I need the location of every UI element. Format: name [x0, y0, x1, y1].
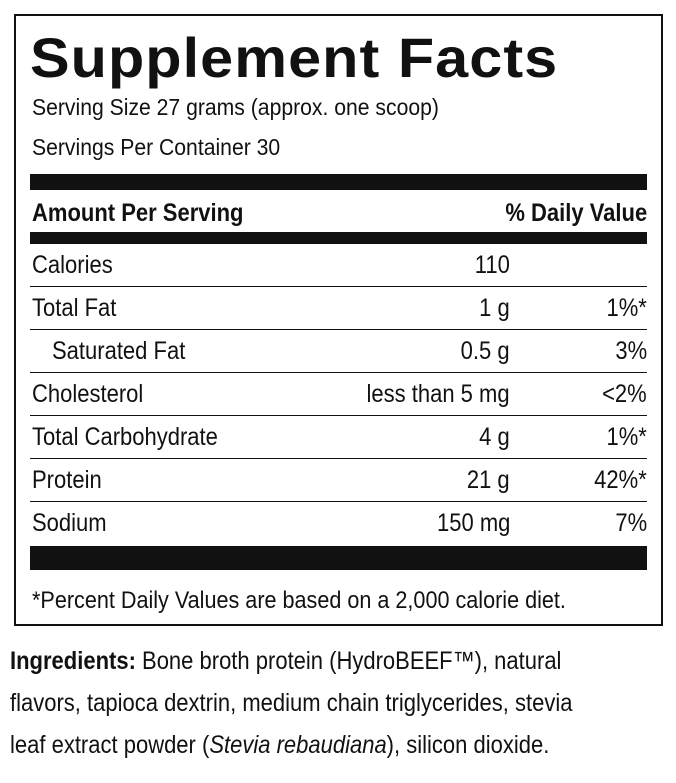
nutrient-amount: 110 — [474, 251, 510, 279]
nutrient-name: Cholesterol — [32, 380, 144, 408]
supplement-facts-panel: Supplement Facts Serving Size 27 grams (… — [14, 14, 663, 626]
nutrient-row-calories: Calories 110 — [30, 244, 647, 287]
nutrient-name: Calories — [32, 251, 113, 279]
nutrient-name: Total Carbohydrate — [32, 423, 218, 451]
nutrient-name: Saturated Fat — [52, 337, 186, 365]
nutrient-daily-value: 7% — [615, 509, 647, 537]
ingredients-text-3a: leaf extract powder ( — [10, 731, 210, 759]
nutrient-row-total-carbohydrate: Total Carbohydrate 4 g 1%* — [30, 416, 647, 459]
ingredients-text-3b: ), silicon dioxide. — [386, 731, 550, 759]
nutrient-daily-value: <2% — [602, 380, 647, 408]
nutrient-row-sodium: Sodium 150 mg 7% — [30, 502, 647, 545]
amount-per-serving-label: Amount Per Serving — [32, 199, 244, 227]
ingredients-botanical-name: Stevia rebaudiana — [209, 731, 387, 759]
nutrient-row-cholesterol: Cholesterol less than 5 mg <2% — [30, 373, 647, 416]
divider-thick-top — [30, 174, 647, 190]
nutrient-name: Sodium — [32, 509, 107, 537]
daily-value-label: % Daily Value — [505, 199, 647, 227]
nutrient-daily-value: 3% — [615, 337, 647, 365]
serving-size: Serving Size 27 grams (approx. one scoop… — [32, 94, 439, 120]
nutrient-row-protein: Protein 21 g 42%* — [30, 459, 647, 502]
nutrient-daily-value: 1%* — [606, 423, 647, 451]
ingredients-text-1: Bone broth protein (HydroBEEF™), natural — [135, 647, 562, 675]
panel-title: Supplement Facts — [30, 26, 559, 89]
ingredients-statement: Ingredients: Bone broth protein (HydroBE… — [10, 640, 644, 766]
amount-header-row: Amount Per Serving % Daily Value — [32, 194, 647, 232]
ingredients-line-3: leaf extract powder (Stevia rebaudiana),… — [10, 724, 644, 766]
nutrient-table: Calories 110 Total Fat 1 g 1%* Saturated… — [30, 244, 647, 545]
nutrient-amount: 150 mg — [436, 509, 510, 537]
ingredients-line-2: flavors, tapioca dextrin, medium chain t… — [10, 689, 573, 717]
nutrient-amount: 1 g — [479, 294, 510, 322]
ingredients-line-1: Ingredients: Bone broth protein (HydroBE… — [10, 640, 644, 682]
nutrient-daily-value: 1%* — [606, 294, 647, 322]
nutrient-row-saturated-fat: Saturated Fat 0.5 g 3% — [30, 330, 647, 373]
ingredients-label: Ingredients: — [10, 647, 136, 675]
nutrient-name: Protein — [32, 466, 102, 494]
nutrient-daily-value: 42%* — [594, 466, 647, 494]
nutrient-row-total-fat: Total Fat 1 g 1%* — [30, 287, 647, 330]
servings-per-container: Servings Per Container 30 — [32, 134, 281, 160]
nutrient-amount: 21 g — [467, 466, 510, 494]
divider-medium — [30, 232, 647, 244]
nutrient-amount: less than 5 mg — [366, 380, 510, 408]
nutrient-name: Total Fat — [32, 294, 117, 322]
divider-thick-bottom — [30, 546, 647, 570]
daily-value-footnote: *Percent Daily Values are based on a 2,0… — [32, 587, 566, 614]
nutrient-amount: 4 g — [479, 423, 510, 451]
nutrient-amount: 0.5 g — [461, 337, 510, 365]
